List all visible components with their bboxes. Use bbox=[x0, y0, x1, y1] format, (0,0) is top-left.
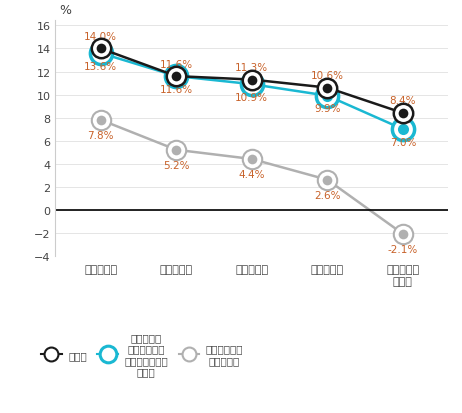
Text: 11.6%: 11.6% bbox=[160, 84, 193, 94]
Text: 5.2%: 5.2% bbox=[163, 161, 189, 171]
Text: 2.6%: 2.6% bbox=[314, 191, 340, 201]
Legend: 毛利率, 穅息折舊及
攞銷以及分佔
聯營公司業績前
利潤率, 本公司擁有人
應佔純利率: 毛利率, 穅息折舊及 攞銷以及分佔 聯營公司業績前 利潤率, 本公司擁有人 應佔… bbox=[41, 332, 243, 377]
Text: 10.9%: 10.9% bbox=[235, 93, 268, 102]
Text: 9.9%: 9.9% bbox=[314, 104, 340, 114]
Text: 7.0%: 7.0% bbox=[389, 137, 416, 147]
Text: 4.4%: 4.4% bbox=[238, 170, 265, 180]
Text: 13.6%: 13.6% bbox=[84, 62, 117, 71]
Text: 7.8%: 7.8% bbox=[87, 131, 114, 141]
Text: -2.1%: -2.1% bbox=[388, 244, 418, 254]
Text: 10.6%: 10.6% bbox=[311, 71, 344, 81]
Text: 11.6%: 11.6% bbox=[160, 59, 193, 69]
Text: 14.0%: 14.0% bbox=[84, 32, 117, 42]
Text: 11.3%: 11.3% bbox=[235, 63, 268, 73]
Text: %: % bbox=[59, 4, 71, 17]
Text: 8.4%: 8.4% bbox=[389, 96, 416, 106]
